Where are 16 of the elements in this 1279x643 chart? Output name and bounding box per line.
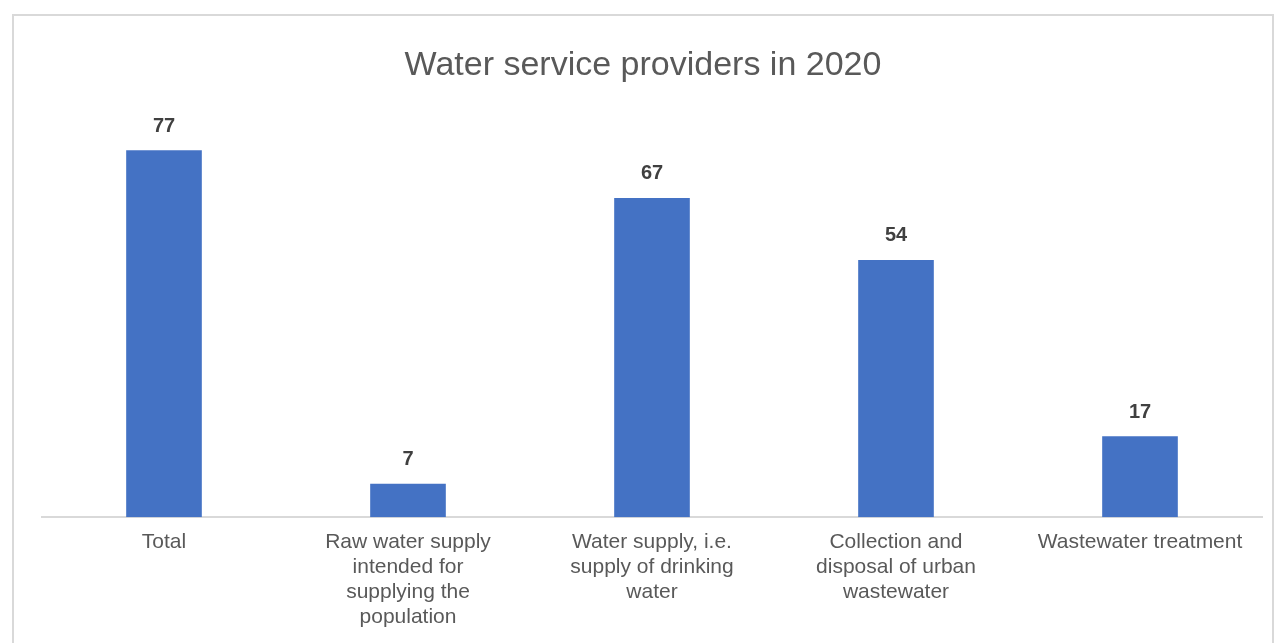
data-label: 7 — [402, 447, 414, 470]
data-label: 54 — [884, 223, 908, 246]
bar — [858, 259, 934, 518]
data-label: 17 — [1128, 399, 1152, 422]
data-label: 67 — [640, 161, 664, 184]
x-tick-label: Wastewater treatment — [1037, 528, 1243, 552]
bar — [614, 197, 690, 518]
bar — [370, 483, 446, 518]
bar — [126, 150, 202, 518]
x-tick-label: Total — [141, 528, 187, 552]
x-tick-label: Collection and disposal of urban wastewater — [816, 528, 976, 602]
x-tick-label: Water supply, i.e. supply of drinking water — [570, 528, 734, 602]
data-label: 77 — [152, 113, 176, 136]
chart-title: Water service providers in 2020 — [403, 44, 883, 83]
x-tick-label: Raw water supply intended for supplying the population — [325, 528, 492, 628]
bar — [1102, 436, 1178, 518]
